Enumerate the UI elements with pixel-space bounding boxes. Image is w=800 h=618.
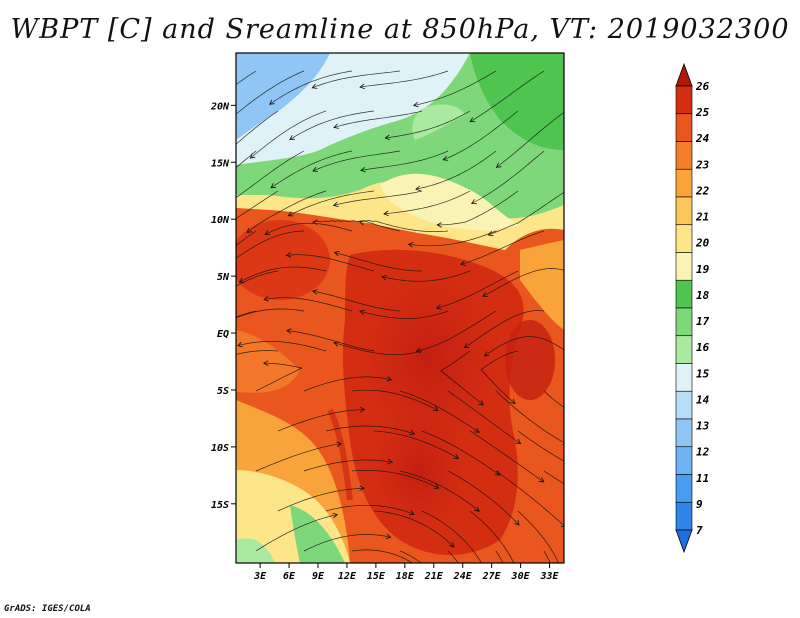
colorbar-label: 18: [696, 289, 710, 302]
colorbar-swatch: [675, 196, 693, 226]
colorbar-max-arrow: [675, 62, 693, 87]
colorbar-label: 26: [695, 80, 710, 93]
colorbar-swatch: [675, 418, 693, 448]
colorbar: 26 25 24 23 22 21 20 19 18 17 16 15 14 13 12 11 9 7: [675, 62, 710, 554]
colorbar-label: 15: [696, 367, 710, 380]
colorbar-label: 13: [696, 420, 710, 433]
lat-label: 5S: [217, 386, 229, 397]
colorbar-swatch: [675, 252, 693, 281]
lon-label: 30E: [511, 571, 531, 582]
longitude-axis: 3E 6E 9E 12E 15E 18E 21E 24E 27E 30E 33E: [253, 563, 560, 582]
lat-label: 10N: [211, 215, 230, 226]
colorbar-swatch: [675, 168, 693, 198]
colorbar-swatch: [675, 390, 693, 420]
colorbar-label: 24: [695, 132, 710, 145]
lat-label: 5N: [217, 272, 230, 283]
colorbar-label: 23: [695, 158, 710, 171]
colorbar-label: 7: [696, 524, 703, 537]
colorbar-label: 16: [696, 341, 710, 354]
lon-label: 9E: [312, 571, 325, 582]
temperature-field: [236, 53, 564, 563]
streamlines: [236, 70, 564, 563]
colorbar-label: 12: [696, 446, 710, 459]
colorbar-label: 19: [696, 263, 710, 276]
colorbar-label: 17: [696, 315, 710, 328]
colorbar-swatch: [675, 85, 693, 115]
colorbar-swatch: [675, 335, 693, 364]
lon-label: 12E: [338, 571, 357, 582]
lat-label: 20N: [210, 101, 230, 112]
colorbar-swatch: [675, 474, 693, 503]
latitude-axis: 20N 15N 10N 5N EQ 5S 10S 15S: [210, 101, 236, 511]
colorbar-label: 9: [696, 498, 703, 511]
lon-label: 33E: [539, 571, 559, 582]
colorbar-label: 11: [696, 472, 709, 485]
lat-label: 10S: [211, 443, 229, 454]
lat-label: 15S: [211, 500, 229, 511]
lon-label: 18E: [396, 571, 415, 582]
colorbar-swatch: [675, 446, 693, 475]
colorbar-swatch: [675, 141, 693, 170]
colorbar-swatch: [675, 501, 693, 531]
colorbar-label: 25: [695, 106, 710, 119]
colorbar-swatch: [675, 363, 693, 392]
colorbar-swatch: [675, 307, 693, 337]
footer-credit: GrADS: IGES/COLA: [4, 604, 91, 614]
colorbar-swatch: [675, 279, 693, 309]
lon-label: 6E: [283, 571, 296, 582]
colorbar-label: 14: [696, 393, 710, 406]
lon-label: 27E: [482, 571, 502, 582]
lat-label: EQ: [217, 329, 229, 340]
lat-label: 15N: [211, 158, 230, 169]
chart-title: WBPT [C] and Sreamline at 850hPa, VT: 20…: [10, 14, 790, 45]
colorbar-label: 20: [695, 237, 710, 250]
map-frame: [235, 52, 565, 564]
lon-label: 21E: [424, 571, 444, 582]
colorbar-swatch: [675, 224, 693, 253]
lon-label: 3E: [253, 571, 267, 582]
colorbar-label: 21: [695, 211, 709, 224]
colorbar-min-arrow: [675, 529, 693, 554]
colorbar-swatch: [675, 113, 693, 142]
lon-label: 24E: [453, 571, 473, 582]
colorbar-label: 22: [695, 184, 710, 197]
lon-label: 15E: [367, 571, 386, 582]
